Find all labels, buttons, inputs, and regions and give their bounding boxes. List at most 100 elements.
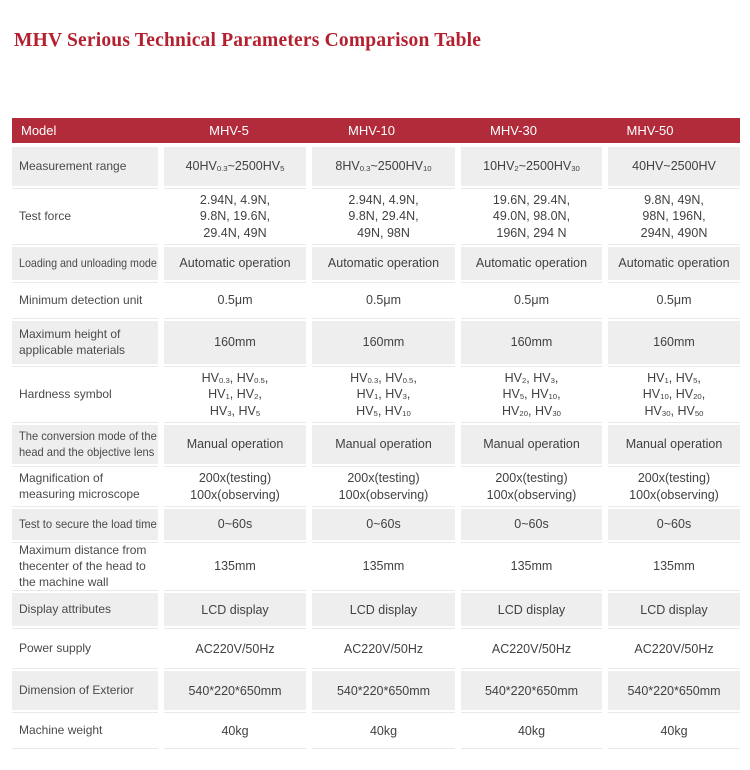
row-label: Power supply [12, 629, 158, 669]
cell-value-col1-text: 0~60s [217, 517, 253, 532]
cell-value-col4: 540*220*650mm [608, 671, 740, 711]
cell-value-col2: AC220V/50Hz [312, 629, 455, 669]
cell-value-col3-text: 200x(testing) 100x(observing) [486, 471, 577, 502]
cell-value-col1: 200x(testing) 100x(observing) [164, 467, 306, 506]
row-label-text: Minimum detection unit [19, 292, 143, 307]
column-header-mhv-50: MHV-50 [626, 123, 674, 138]
cell-value-col2-text: 0.5μm [366, 293, 401, 308]
cell-value-col3: 40kg [461, 713, 602, 749]
row-label: Maximum height of applicable materials [12, 321, 158, 364]
column-header-mhv-30: MHV-30 [490, 123, 537, 138]
column-header-mhv-10: MHV-10 [348, 123, 395, 138]
cell-value-col4-text: 0~60s [656, 517, 692, 532]
row-label-text: The conversion mode of the head and the … [19, 428, 157, 459]
cell-value-col1: 0~60s [164, 509, 306, 540]
cell-value-col2: HV0.3, HV0.5, HV1, HV3, HV5, HV10 [312, 367, 455, 422]
row-label: Test force [12, 189, 158, 244]
cell-value-col2: 200x(testing) 100x(observing) [312, 467, 455, 506]
cell-value-col2-text: 200x(testing) 100x(observing) [338, 471, 429, 502]
cell-value-col3-text: LCD display [497, 602, 566, 617]
cell-value-col2: 40kg [312, 713, 455, 749]
cell-value-col4: 135mm [608, 543, 740, 591]
row-label-text: Test to secure the load time [19, 516, 157, 531]
row-label: Magnification of measuring microscope [12, 467, 158, 506]
row-label: The conversion mode of the head and the … [12, 425, 158, 464]
cell-value-col4: Manual operation [608, 425, 740, 464]
cell-value-col1-text: 2.94N, 4.9N, 9.8N, 19.6N, 29.4N, 49N [199, 192, 271, 240]
cell-value-col3: 135mm [461, 543, 602, 591]
cell-value-col1: 40kg [164, 713, 306, 749]
cell-value-col1-text: 40HV0.3~2500HV5 [185, 159, 285, 174]
row-label-text: Machine weight [19, 723, 103, 738]
cell-value-col3-text: Automatic operation [475, 256, 588, 271]
cell-value-col1-text: 160mm [214, 335, 256, 350]
cell-value-col4: 200x(testing) 100x(observing) [608, 467, 740, 506]
row-label: Measurement range [12, 147, 158, 186]
row-label: Machine weight [12, 713, 158, 749]
cell-value-col3-text: 40kg [517, 723, 546, 738]
row-label-text: Measurement range [19, 158, 127, 173]
cell-value-col3: 0~60s [461, 509, 602, 540]
cell-value-col4: HV1, HV5, HV10, HV20, HV30, HV50 [608, 367, 740, 422]
cell-value-col2: 2.94N, 4.9N, 9.8N, 29.4N, 49N, 98N [312, 189, 455, 244]
cell-value-col1: AC220V/50Hz [164, 629, 306, 669]
cell-value-col1-text: 135mm [214, 559, 256, 574]
row-label: Hardness symbol [12, 367, 158, 422]
cell-value-col1-text: Manual operation [186, 437, 284, 452]
cell-value-col3-text: 0~60s [514, 517, 549, 532]
cell-value-col2: Automatic operation [312, 247, 455, 280]
table-body: Measurement range 40HV0.3~2500HV5 8HV0.3~2… [12, 147, 740, 749]
cell-value-col2: 8HV0.3~2500HV10 [312, 147, 455, 186]
cell-value-col2: 540*220*650mm [312, 671, 455, 711]
cell-value-col4-text: 9.8N, 49N, 98N, 196N, 294N, 490N [640, 192, 708, 240]
cell-value-col1: 160mm [164, 321, 306, 364]
cell-value-col3: LCD display [461, 593, 602, 627]
cell-value-col4-text: 40kg [660, 723, 688, 738]
cell-value-col4: 9.8N, 49N, 98N, 196N, 294N, 490N [608, 189, 740, 244]
page: MHV Serious Technical Parameters Compari… [0, 30, 750, 770]
cell-value-col2-text: Automatic operation [327, 256, 440, 271]
cell-value-col2-text: 135mm [362, 559, 405, 574]
row-label-text: Maximum height of applicable materials [19, 326, 126, 357]
cell-value-col3: 10HV2~2500HV30 [461, 147, 602, 186]
cell-value-col1-text: 0.5μm [217, 293, 253, 308]
cell-value-col2-text: Manual operation [335, 437, 432, 452]
cell-value-col2-text: 8HV0.3~2500HV10 [335, 159, 432, 174]
cell-value-col3: 200x(testing) 100x(observing) [461, 467, 602, 506]
cell-value-col4-text: Automatic operation [618, 256, 730, 271]
cell-value-col1-text: 40kg [221, 723, 249, 738]
cell-value-col3-text: 0.5μm [514, 293, 549, 308]
cell-value-col4: 40HV~2500HV [608, 147, 740, 186]
row-label-text: Maximum distance from thecenter of the h… [19, 543, 147, 589]
row-label: Display attributes [12, 593, 158, 627]
cell-value-col4-text: Manual operation [625, 437, 723, 452]
row-label: Minimum detection unit [12, 283, 158, 318]
cell-value-col1-text: HV0.3, HV0.5, HV1, HV2, HV3, HV5 [201, 370, 269, 418]
cell-value-col2: LCD display [312, 593, 455, 627]
cell-value-col4-text: 0.5μm [656, 293, 692, 308]
cell-value-col1: 0.5μm [164, 283, 306, 318]
cell-value-col1-text: 200x(testing) 100x(observing) [190, 471, 280, 502]
row-label: Dimension of Exterior [12, 671, 158, 711]
cell-value-col3-text: 10HV2~2500HV30 [483, 159, 580, 174]
column-header-model: Model [21, 123, 57, 138]
row-label-text: Display attributes [19, 602, 112, 617]
cell-value-col1: HV0.3, HV0.5, HV1, HV2, HV3, HV5 [164, 367, 306, 422]
cell-value-col1-text: Automatic operation [179, 256, 291, 271]
cell-value-col1: 2.94N, 4.9N, 9.8N, 19.6N, 29.4N, 49N [164, 189, 306, 244]
cell-value-col3-text: Manual operation [483, 437, 580, 452]
row-label-text: Loading and unloading mode [19, 255, 157, 270]
cell-value-col3: HV2, HV3, HV5, HV10, HV20, HV30 [461, 367, 602, 422]
cell-value-col4-text: 160mm [653, 335, 695, 350]
cell-value-col4-text: 540*220*650mm [627, 683, 721, 698]
cell-value-col4-text: HV1, HV5, HV10, HV20, HV30, HV50 [642, 370, 706, 418]
cell-value-col2: 135mm [312, 543, 455, 591]
cell-value-col4-text: 135mm [653, 559, 695, 574]
cell-value-col2-text: 540*220*650mm [336, 683, 431, 698]
page-title: MHV Serious Technical Parameters Compari… [14, 30, 482, 51]
cell-value-col4: 0~60s [608, 509, 740, 540]
cell-value-col3: 19.6N, 29.4N, 49.0N, 98.0N, 196N, 294 N [461, 189, 602, 244]
cell-value-col4-text: AC220V/50Hz [634, 641, 714, 656]
cell-value-col4-text: LCD display [640, 602, 708, 617]
cell-value-col2-text: 2.94N, 4.9N, 9.8N, 29.4N, 49N, 98N [348, 192, 419, 240]
